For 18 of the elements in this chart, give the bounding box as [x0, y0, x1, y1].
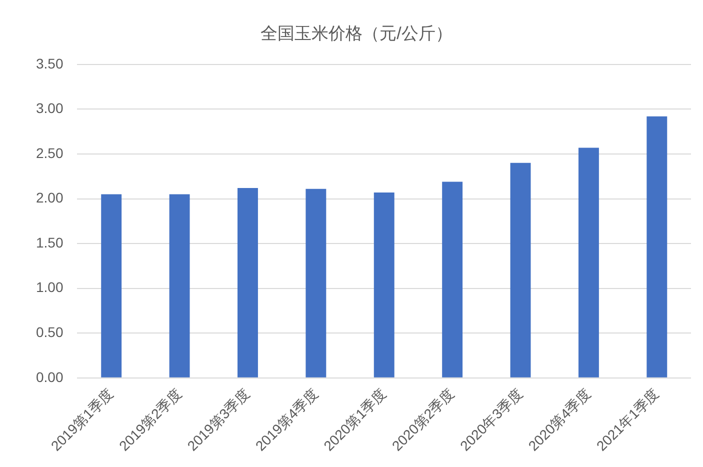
y-tick-label: 0.00: [36, 368, 64, 385]
bar: [306, 188, 326, 378]
bar: [169, 194, 190, 378]
bar: [374, 192, 394, 378]
y-tick-label: 2.00: [36, 190, 64, 206]
bar: [101, 194, 122, 378]
bar: [442, 182, 463, 378]
y-tick-label: 1.00: [36, 279, 64, 296]
y-tick-label: 0.50: [36, 324, 64, 340]
bar: [646, 116, 668, 378]
bar: [238, 188, 258, 378]
y-tick-label: 3.00: [36, 100, 64, 116]
y-tick-label: 2.50: [36, 144, 64, 161]
y-tick-label: 1.50: [36, 234, 64, 250]
bar: [578, 148, 599, 378]
chart-title: 全国玉米价格（元/公斤）: [260, 24, 452, 43]
y-tick-label: 3.50: [36, 55, 64, 72]
bar: [510, 162, 531, 378]
